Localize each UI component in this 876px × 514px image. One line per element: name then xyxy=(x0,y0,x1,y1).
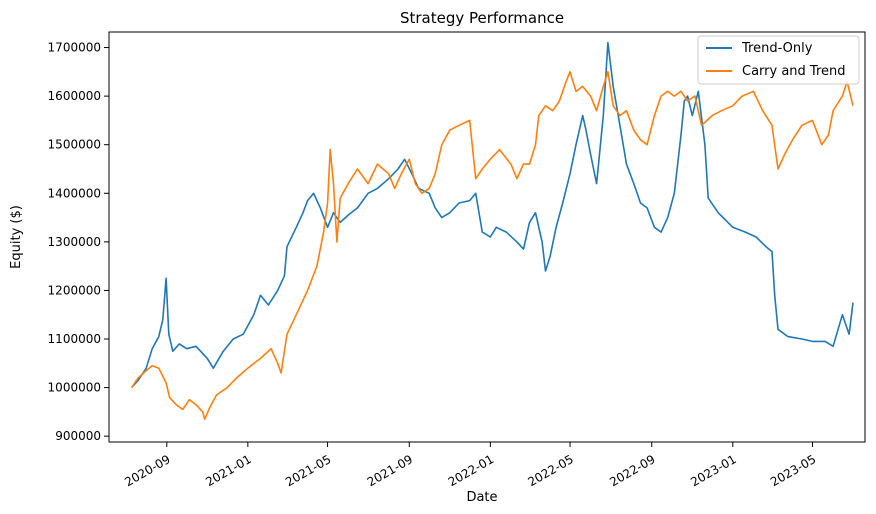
x-tick-label: 2022-05 xyxy=(526,452,576,489)
x-tick-label: 2021-01 xyxy=(203,452,253,489)
y-tick-label: 1100000 xyxy=(48,332,101,346)
legend-box xyxy=(697,35,860,85)
legend-label-carry-and-trend: Carry and Trend xyxy=(742,64,846,79)
x-axis: 2020-09 2021-01 2021-05 2021-09 2022-01 2022-… xyxy=(122,442,818,489)
x-tick-label: 2022-09 xyxy=(607,452,657,489)
y-tick-label: 1700000 xyxy=(48,41,101,55)
y-tick-label: 1300000 xyxy=(48,235,101,249)
y-tick-label: 1200000 xyxy=(48,283,101,297)
x-axis-label: Date xyxy=(466,490,497,505)
legend: Trend-Only Carry and Trend xyxy=(697,35,860,85)
series-line-carry-and-trend xyxy=(130,71,854,421)
x-tick-label: 2021-09 xyxy=(365,452,415,489)
legend-label-trend-only: Trend-Only xyxy=(741,41,813,56)
y-axis-label: Equity ($) xyxy=(9,205,24,269)
y-axis: 900000 1000000 1100000 1200000 1300000 140000… xyxy=(48,41,109,443)
x-tick-label: 2020-09 xyxy=(122,452,172,489)
y-tick-label: 1000000 xyxy=(48,381,101,395)
chart-title: Strategy Performance xyxy=(400,9,564,27)
y-tick-label: 1500000 xyxy=(48,138,101,152)
plot-frame xyxy=(108,31,866,443)
series-line-trend-only xyxy=(131,41,854,389)
x-tick-label: 2022-01 xyxy=(446,452,496,489)
x-tick-label: 2023-01 xyxy=(688,452,738,489)
series-layer xyxy=(130,41,854,421)
y-tick-label: 1400000 xyxy=(48,186,101,200)
y-tick-label: 900000 xyxy=(55,429,101,443)
y-tick-label: 1600000 xyxy=(48,89,101,103)
x-tick-label: 2021-05 xyxy=(283,452,333,489)
x-tick-label: 2023-05 xyxy=(768,452,818,489)
